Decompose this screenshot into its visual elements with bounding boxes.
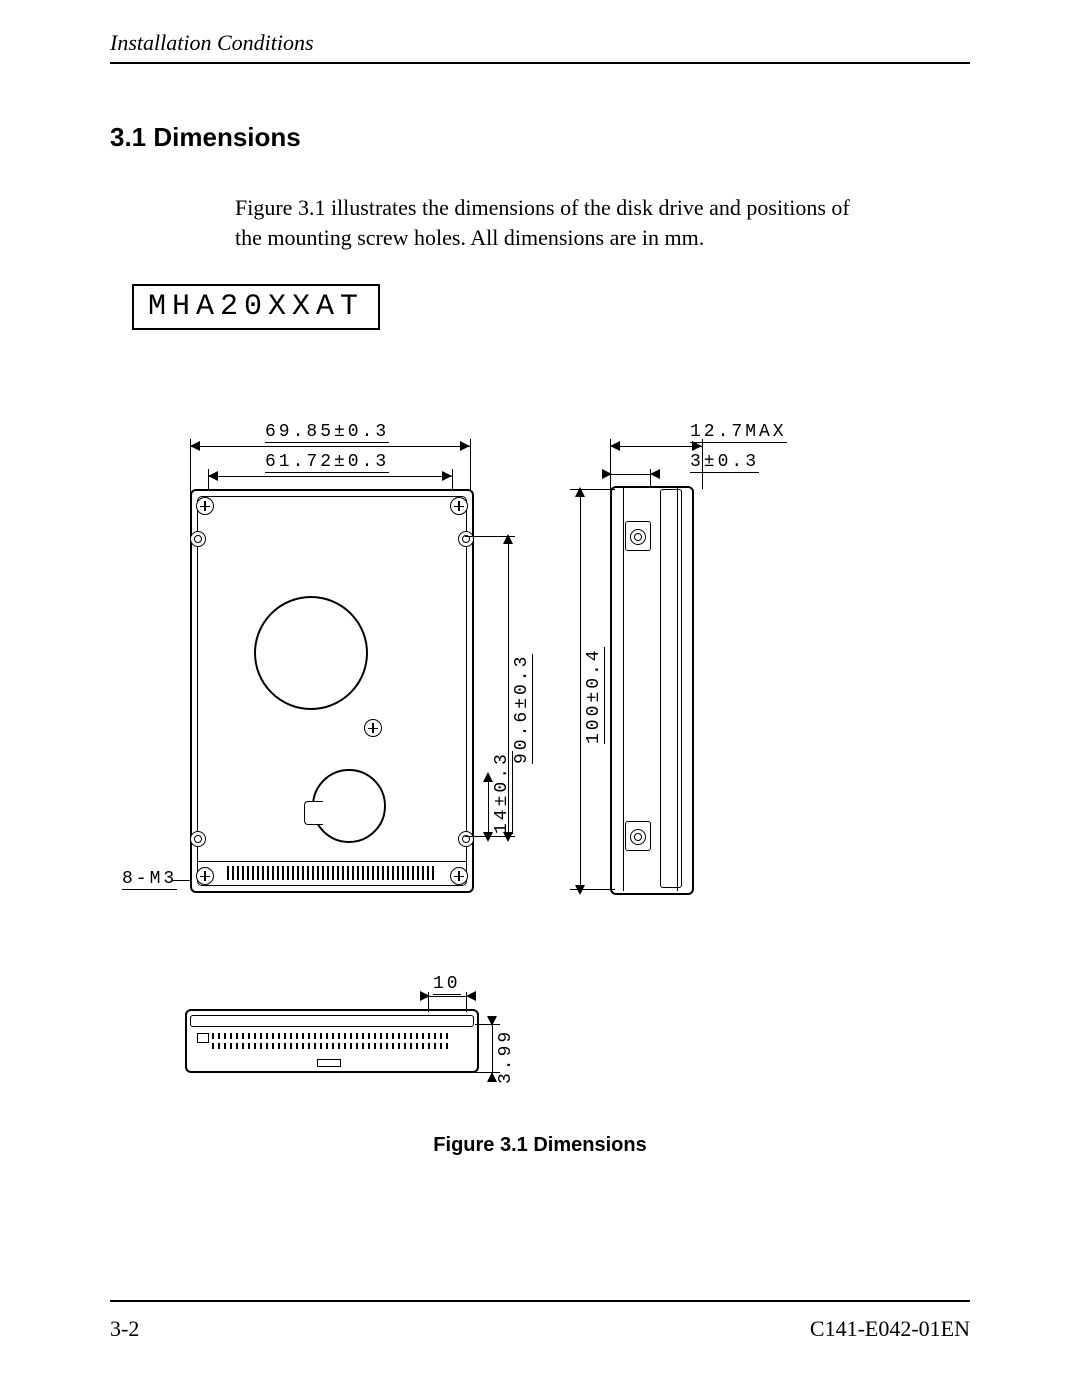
extline: [475, 1024, 500, 1025]
dim-width-inner: 61.72±0.3: [265, 452, 389, 473]
arrow-icon: [692, 441, 702, 451]
model-label-box: MHA20XXAT: [132, 284, 380, 330]
dimline-10: [428, 996, 466, 997]
front-pins-row1: [212, 1033, 452, 1039]
side-rail: [660, 489, 682, 888]
dim-height-overall: 100±0.4: [584, 648, 605, 745]
side-mount-bracket: [625, 821, 651, 851]
connector-pins: [227, 866, 437, 880]
drive-top-view: [190, 489, 474, 893]
dim-pin-height: 3.99: [496, 1029, 516, 1084]
secondary-circle: [312, 769, 386, 843]
extline: [465, 536, 515, 537]
side-mount-bracket: [625, 521, 651, 551]
arrow-icon: [208, 471, 218, 481]
side-edge: [614, 486, 624, 891]
dim-top-offset: 3±0.3: [690, 452, 759, 473]
page-footer: 3-2 C141-E042-01EN: [110, 1300, 970, 1342]
dimline-100: [580, 489, 581, 889]
section-heading: 3.1 Dimensions: [110, 122, 970, 153]
connector-edge: [197, 861, 467, 884]
dimline-width-outer: [190, 446, 470, 447]
extline: [570, 889, 615, 890]
front-pins-row2: [212, 1043, 452, 1049]
dim-screw-spec: 8-M3: [122, 869, 177, 890]
dim-pin-pitch: 10: [433, 974, 461, 995]
arrow-icon: [610, 441, 620, 451]
extline: [190, 439, 191, 494]
figure-caption: Figure 3.1 Dimensions: [110, 1134, 970, 1157]
arrow-icon: [460, 441, 470, 451]
mount-hole-icon: [630, 829, 646, 845]
mount-hole-icon: [630, 529, 646, 545]
page: Installation Conditions 3.1 Dimensions F…: [0, 0, 1080, 1397]
dimline-width-inner: [208, 476, 452, 477]
running-header: Installation Conditions: [110, 30, 970, 64]
leader-screw-spec: [172, 880, 192, 881]
dim-height-holes: 90.6±0.3: [512, 654, 533, 764]
drive-front-view: [185, 1009, 479, 1073]
extline: [466, 992, 467, 1012]
side-hole-icon: [458, 831, 474, 847]
front-slot: [197, 1033, 209, 1043]
circle-tab: [304, 801, 323, 825]
dimline-3-99: [492, 1024, 493, 1074]
dimline-top-offset: [610, 474, 650, 475]
figure-3-1: MHA20XXAT 69.85±0.3 61.72±0.3 12.7MAX 3±…: [110, 274, 810, 1124]
extline: [570, 489, 615, 490]
arrow-icon: [466, 991, 476, 1001]
arrow-icon: [650, 469, 660, 479]
section-body: Figure 3.1 illustrates the dimensions of…: [235, 193, 865, 252]
extline: [610, 439, 611, 489]
dimline-14: [488, 774, 489, 836]
spindle-circle: [254, 596, 368, 710]
dimline-thickness: [610, 446, 702, 447]
dim-bottom-offset: 14±0.3: [492, 752, 513, 835]
drive-side-view: [600, 486, 700, 891]
arrow-icon: [575, 885, 585, 895]
side-hole-icon: [458, 531, 474, 547]
page-number: 3-2: [110, 1316, 139, 1342]
arrow-icon: [602, 469, 612, 479]
front-top-edge: [190, 1015, 474, 1027]
arrow-icon: [442, 471, 452, 481]
dim-thickness: 12.7MAX: [690, 422, 787, 443]
dim-width-outer: 69.85±0.3: [265, 422, 389, 443]
extline: [470, 439, 471, 494]
extline: [428, 992, 429, 1012]
doc-number: C141-E042-01EN: [810, 1316, 970, 1342]
arrow-icon: [190, 441, 200, 451]
front-notch: [317, 1059, 341, 1067]
